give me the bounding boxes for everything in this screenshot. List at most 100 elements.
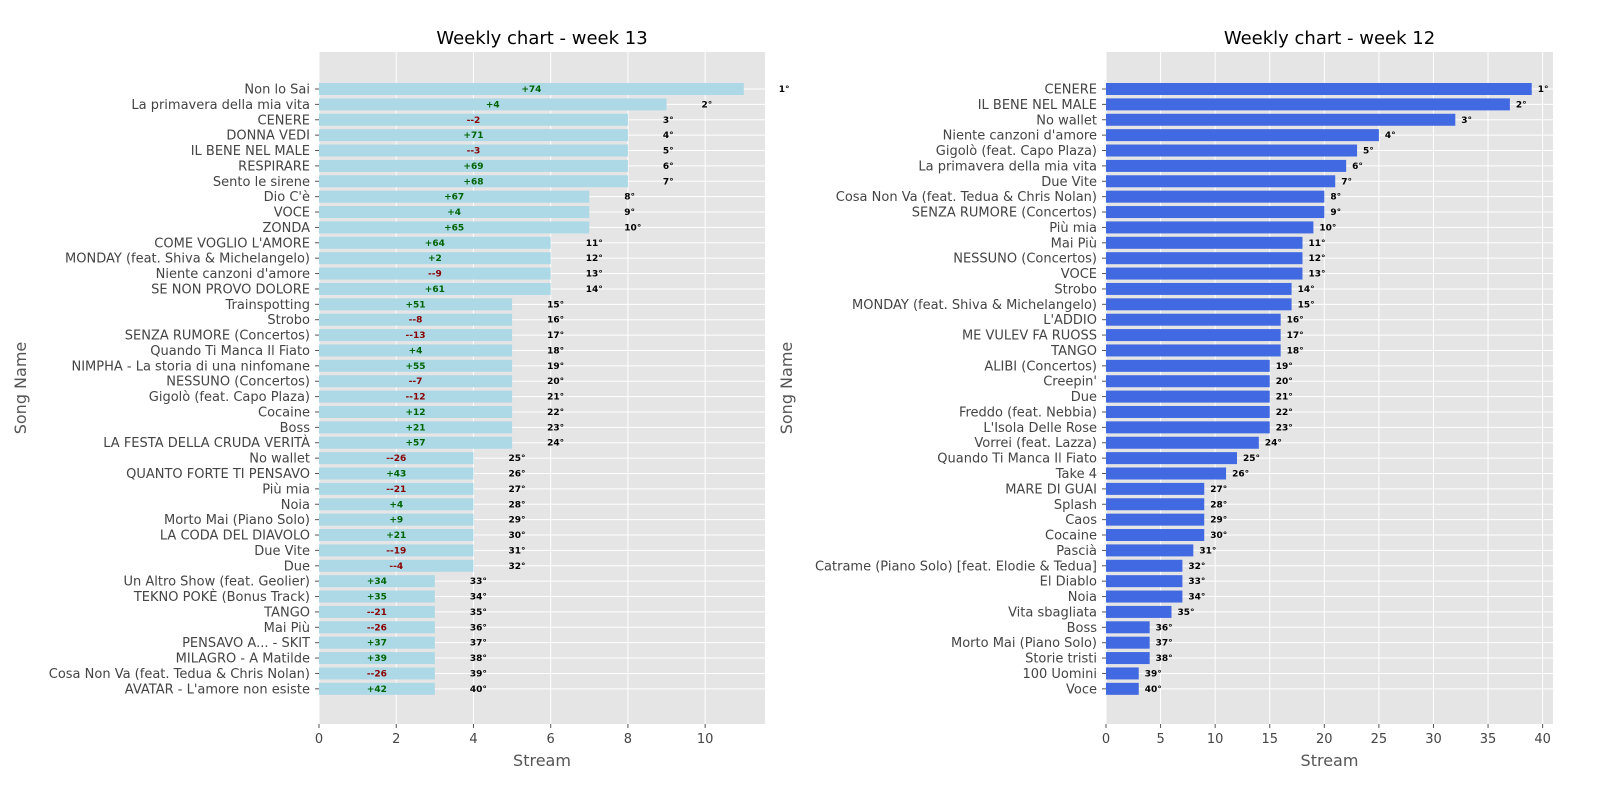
y-tick-label: Due <box>284 559 310 574</box>
rank-label: 38° <box>1156 654 1173 664</box>
y-tick-label: TANGO <box>263 605 310 620</box>
y-tick-label: QUANTO FORTE TI PENSAVO <box>126 467 310 482</box>
change-label: +65 <box>444 223 464 233</box>
y-tick-label: Un Altro Show (feat. Geolier) <box>124 575 310 590</box>
bar <box>319 267 551 280</box>
rank-label: 30° <box>1210 531 1227 541</box>
y-tick-label: Non lo Sai <box>244 83 310 98</box>
bar <box>319 452 474 465</box>
bar <box>1106 129 1379 142</box>
rank-label: 3° <box>663 116 674 126</box>
change-label: +12 <box>405 408 425 418</box>
rank-label: 9° <box>1330 208 1341 218</box>
y-tick-label: NIMPHA - La storia di una ninfomane <box>71 359 310 374</box>
x-tick-labels-week-12: 0 5 10 15 20 25 30 35 40 <box>1102 724 1551 747</box>
y-tick-label: No wallet <box>249 452 310 467</box>
y-tick-label: VOCE <box>1061 267 1097 282</box>
rank-label: 19° <box>547 362 564 372</box>
bar <box>1106 113 1456 126</box>
bar <box>319 359 513 372</box>
rank-label: 38° <box>470 654 487 664</box>
rank-label: 29° <box>1210 516 1227 526</box>
y-tick-label: Cocaine <box>1045 529 1097 544</box>
change-label: +9 <box>389 516 403 526</box>
y-tick-label: Due <box>1071 390 1097 405</box>
bar <box>319 390 513 403</box>
rank-label: 21° <box>1276 393 1293 403</box>
bar <box>1106 405 1270 418</box>
y-tick-label: LA CODA DEL DIAVOLO <box>160 529 310 544</box>
rank-label: 1° <box>779 85 790 95</box>
y-tick-label: MARE DI GUAI <box>1005 482 1097 497</box>
bar <box>1106 529 1205 542</box>
y-tick-label: LA FESTA DELLA CRUDA VERITÀ <box>103 435 310 451</box>
bar <box>1106 83 1532 95</box>
change-label: +34 <box>367 577 387 587</box>
y-tick-label: Mai Più <box>1051 236 1097 251</box>
bar <box>1106 190 1325 203</box>
bar <box>1106 390 1270 403</box>
change-label: +4 <box>389 500 403 510</box>
bar <box>1106 575 1183 588</box>
y-tick-label: Splash <box>1054 498 1097 513</box>
rank-label: 35° <box>1177 608 1194 618</box>
bar <box>319 405 513 418</box>
change-label: +51 <box>405 300 425 310</box>
y-tick-label: CENERE <box>1045 83 1097 98</box>
change-label: +64 <box>425 239 445 249</box>
x-tick-labels-week-13: 0 2 4 6 8 10 <box>315 724 713 747</box>
y-tick-label: SENZA RUMORE (Concertos) <box>125 329 310 344</box>
bar <box>319 344 513 357</box>
y-tick-label: Quando Ti Manca Il Fiato <box>937 452 1097 467</box>
rank-label: 1° <box>1538 85 1549 95</box>
y-tick-label: VOCE <box>274 206 310 221</box>
rank-label: 31° <box>508 546 525 556</box>
bar <box>1106 159 1347 172</box>
bar <box>1106 621 1150 634</box>
y-tick-label: Voce <box>1066 682 1097 697</box>
bar <box>319 559 474 572</box>
x-tick-label: 2 <box>392 732 400 747</box>
rank-label: 23° <box>1276 423 1293 433</box>
bar <box>1106 513 1205 526</box>
y-tick-label: Due Vite <box>254 544 310 559</box>
rank-label: 2° <box>702 100 713 110</box>
y-tick-label: 100 Uomini <box>1022 667 1097 682</box>
y-tick-label: Strobo <box>267 313 310 328</box>
change-label: +67 <box>444 193 464 203</box>
change-label: +43 <box>386 470 406 480</box>
change-label: --21 <box>367 608 387 618</box>
y-tick-label: Due Vite <box>1041 175 1097 190</box>
bar <box>1106 436 1259 449</box>
rank-label: 36° <box>1156 623 1173 633</box>
y-tick-label: Noia <box>281 498 310 513</box>
bar <box>1106 144 1358 157</box>
y-tick-label: Trainspotting <box>225 298 310 313</box>
y-tick-label: NESSUNO (Concertos) <box>953 252 1097 267</box>
y-tick-label: Vita sbagliata <box>1008 605 1097 620</box>
rank-label: 37° <box>1156 639 1173 649</box>
y-tick-label: Cosa Non Va (feat. Tedua & Chris Nolan) <box>836 190 1097 205</box>
bar <box>1106 375 1270 388</box>
y-tick-label: SENZA RUMORE (Concertos) <box>912 206 1097 221</box>
bar <box>319 621 435 634</box>
bar <box>1106 498 1205 511</box>
chart-title-week-13: Weekly chart - week 13 <box>436 28 647 49</box>
rank-label: 39° <box>1145 669 1162 679</box>
bar <box>319 375 513 388</box>
bar <box>1106 667 1139 680</box>
change-label: --13 <box>406 331 426 341</box>
y-tick-label: Take 4 <box>1055 467 1097 482</box>
change-label: --4 <box>389 562 403 572</box>
y-tick-label: MONDAY (feat. Shiva & Michelangelo) <box>65 252 310 267</box>
change-label: +2 <box>428 254 442 264</box>
y-axis-label-week-13: Song Name <box>11 342 30 435</box>
change-label: +55 <box>405 362 425 372</box>
bar <box>319 129 628 142</box>
x-tick-label: 4 <box>469 732 477 747</box>
rank-label: 21° <box>547 393 564 403</box>
y-tick-label: TEKNO POKÈ (Bonus Track) <box>133 589 310 605</box>
y-tick-label: Catrame (Piano Solo) [feat. Elodie & Ted… <box>815 559 1097 574</box>
